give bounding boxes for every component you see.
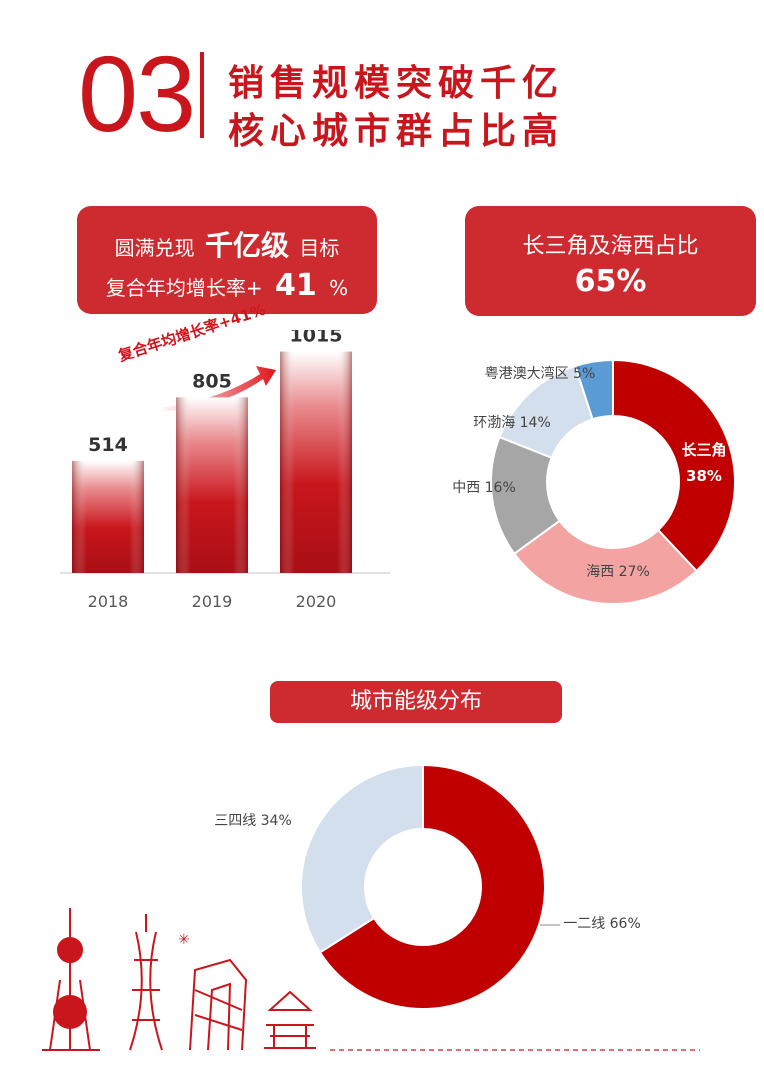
donut-label: 海西 27% xyxy=(586,564,650,580)
header-divider xyxy=(200,52,204,138)
tower-sphere-top xyxy=(57,937,83,963)
tower-legs xyxy=(49,979,91,1051)
donut-label: 环渤海 14% xyxy=(473,415,551,431)
cctv-building xyxy=(189,958,248,1051)
donut-slice-海西 xyxy=(512,519,698,605)
canton-tower-rings xyxy=(132,959,160,1021)
summary-l2-bold: 41 xyxy=(275,268,317,303)
bar-shade-2020 xyxy=(280,351,352,573)
summary-box-right: 长三角及海西占比 65% xyxy=(465,206,756,316)
donut-label: 长三角 xyxy=(681,441,726,459)
sparkle-icon: ✳ xyxy=(178,932,190,948)
x-tick-label: 2019 xyxy=(192,592,233,611)
region-share-title: 长三角及海西占比 xyxy=(522,234,699,259)
sales-bar-chart: 514 2018 805 2019 1015 2020 xyxy=(60,330,390,611)
summary-l1-pre: 圆满兑现 xyxy=(114,236,195,260)
growth-arrow xyxy=(160,366,276,412)
city-tier-title-box: 城市能级分布 xyxy=(270,681,562,723)
region-share-value: 65% xyxy=(574,264,647,299)
bar-value-label: 1015 xyxy=(290,330,343,347)
cctv-building-lines xyxy=(194,989,243,1031)
donut-slice-一二线 xyxy=(318,763,546,1010)
city-skyline-illustration: ✳ xyxy=(42,908,700,1051)
bar-shade-2019 xyxy=(176,397,248,573)
donut-label: 三四线 34% xyxy=(214,813,292,829)
summary-box-left: 圆满兑现 千亿级 目标 复合年均增长率+ 41 % xyxy=(77,206,377,314)
donut-label: 一二线 66% xyxy=(563,916,641,932)
donut-label: 38% xyxy=(686,467,722,485)
x-tick-label: 2020 xyxy=(296,592,337,611)
section-number: 03 xyxy=(78,33,196,154)
summary-l1-bold: 千亿级 xyxy=(204,229,289,262)
tower-sphere-bottom xyxy=(53,995,87,1029)
donut-slice-三四线 xyxy=(300,763,424,954)
summary-l2-pre: 复合年均增长率+ xyxy=(105,276,263,300)
summary-line-2: 复合年均增长率+ 41 % xyxy=(77,268,377,303)
bar-shade-2018 xyxy=(72,460,144,573)
headline-line-1: 销售规模突破千亿 xyxy=(228,63,565,104)
bar-value-label: 514 xyxy=(88,434,128,456)
donut-label: 中西 16% xyxy=(452,480,516,496)
summary-l1-post: 目标 xyxy=(299,236,340,260)
bar-value-label: 805 xyxy=(192,370,232,392)
pavilion xyxy=(264,990,316,1049)
summary-line-1: 圆满兑现 千亿级 目标 xyxy=(77,224,377,264)
region-donut-chart: 长三角 38% 海西 27% 中西 16% 环渤海 14% 粤港澳大湾区 5% xyxy=(452,358,736,605)
headline-line-2: 核心城市群占比高 xyxy=(228,111,565,152)
donut-slice-粤港澳大湾区 xyxy=(574,358,614,421)
x-tick-label: 2018 xyxy=(88,592,129,611)
donut-slice-长三角 xyxy=(612,358,736,573)
donut-label: 粤港澳大湾区 5% xyxy=(485,365,596,382)
city-tier-title: 城市能级分布 xyxy=(349,689,482,714)
summary-l2-post: % xyxy=(329,276,349,300)
city-tier-donut-chart: 一二线 66% 三四线 34% xyxy=(214,763,641,1010)
